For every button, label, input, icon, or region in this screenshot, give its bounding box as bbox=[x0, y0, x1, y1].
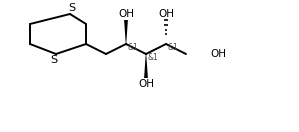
Text: OH: OH bbox=[210, 49, 226, 59]
Text: S: S bbox=[51, 55, 58, 65]
Text: OH: OH bbox=[118, 9, 134, 19]
Polygon shape bbox=[144, 54, 148, 78]
Text: &1: &1 bbox=[168, 44, 179, 53]
Text: &1: &1 bbox=[128, 44, 138, 53]
Text: OH: OH bbox=[158, 9, 174, 19]
Text: OH: OH bbox=[138, 79, 154, 89]
Text: S: S bbox=[68, 3, 76, 13]
Polygon shape bbox=[124, 20, 128, 44]
Text: &1: &1 bbox=[148, 53, 158, 62]
